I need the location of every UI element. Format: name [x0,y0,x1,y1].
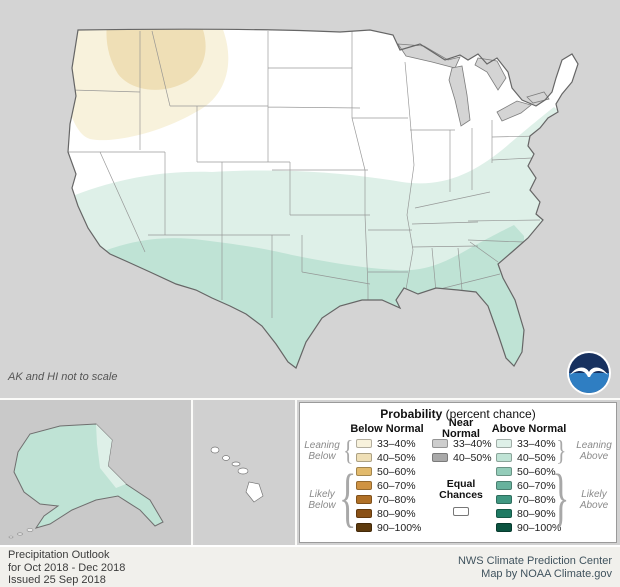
range-above-60-70: 60–70% [517,480,556,492]
range-below-70-80: 70–80% [377,494,416,506]
range-above-90-100: 90–100% [517,522,562,534]
lake-ontario [526,91,550,104]
conus-map: AK and HI not to scale [0,0,620,398]
swatch-above-50-60 [496,467,512,476]
range-above-50-60: 50–60% [517,466,556,478]
great-lakes [397,43,550,127]
label-likely-above: Likely Above [579,489,609,511]
swatch-equal-chances [453,507,469,516]
footer: Precipitation Outlook for Oct 2018 - Dec… [0,545,620,587]
map-scale-note: AK and HI not to scale [8,371,118,383]
swatch-below-50-60 [356,467,372,476]
hawaii-islands [210,446,264,503]
swatch-above-40-50 [496,453,512,462]
swatch-below-33-40 [356,439,372,448]
inset-row: Probability (percent chance) Below Norma… [0,398,620,545]
conus-map-svg [0,0,620,398]
aleutian-islands [8,528,34,539]
header-near-normal: Near Normal [442,417,480,440]
swatch-above-60-70 [496,481,512,490]
lake-superior [397,43,461,69]
noaa-sea [569,373,609,393]
swatch-near-33-40 [432,439,448,448]
label-equal-chances: Equal Chances [439,478,483,501]
swatch-above-90-100 [496,523,512,532]
label-leaning-above: Leaning Above [576,440,612,462]
brace-leaning-below: { [343,435,354,467]
range-above-80-90: 80–90% [517,508,556,520]
footer-product-line2: for Oct 2018 - Dec 2018 [8,561,126,574]
swatch-below-70-80 [356,495,372,504]
swatch-above-80-90 [496,509,512,518]
hawaii-svg [195,400,295,545]
legend-title-bold: Probability [380,407,443,421]
hawaii-inset [195,400,297,545]
footer-attribution: Map by NOAA Climate.gov [481,568,612,580]
swatch-below-90-100 [356,523,372,532]
alaska-inset [0,400,193,545]
range-above-40-50: 40–50% [517,452,556,464]
footer-credit-block: NWS Climate Prediction Center Map by NOA… [458,555,612,581]
range-below-60-70: 60–70% [377,480,416,492]
swatch-above-33-40 [496,439,512,448]
label-likely-below: Likely Below [308,489,336,511]
range-below-40-50: 40–50% [377,452,416,464]
swatch-near-40-50 [432,453,448,462]
legend-title: Probability (percent chance) [300,407,616,421]
state-borders [68,30,541,318]
lake-huron [474,57,507,91]
range-above-70-80: 70–80% [517,494,556,506]
footer-product-line1: Precipitation Outlook [8,549,110,561]
noaa-gull-icon [570,367,608,377]
brace-leaning-above: } [556,435,567,467]
noaa-logo [566,350,612,396]
footer-source: NWS Climate Prediction Center [457,555,612,567]
range-below-80-90: 80–90% [377,508,416,520]
range-above-33-40: 33–40% [517,438,556,450]
range-below-90-100: 90–100% [377,522,422,534]
swatch-above-70-80 [496,495,512,504]
legend: Probability (percent chance) Below Norma… [299,402,617,543]
us-national-border [67,28,579,369]
region-below-normal-inner [106,29,206,90]
brace-likely-below: { [339,461,357,534]
header-below-normal: Below Normal [350,423,424,435]
label-leaning-below: Leaning Below [304,440,340,462]
range-below-50-60: 50–60% [377,466,416,478]
swatch-below-40-50 [356,453,372,462]
alaska-lighter-band [96,424,126,488]
footer-issued-date: Issued 25 Sep 2018 [8,574,106,586]
noaa-emblem [567,351,611,395]
brace-likely-above: } [552,461,570,534]
range-below-33-40: 33–40% [377,438,416,450]
lake-erie [496,100,532,122]
legend-title-suffix: (percent chance) [442,407,536,421]
range-near-33-40: 33–40% [453,438,492,450]
range-near-40-50: 40–50% [453,452,492,464]
footer-title-block: Precipitation Outlook for Oct 2018 - Dec… [8,549,125,587]
alaska-svg [0,400,191,545]
swatch-below-80-90 [356,509,372,518]
header-above-normal: Above Normal [491,423,567,435]
swatch-below-60-70 [356,481,372,490]
lake-michigan [448,65,471,127]
